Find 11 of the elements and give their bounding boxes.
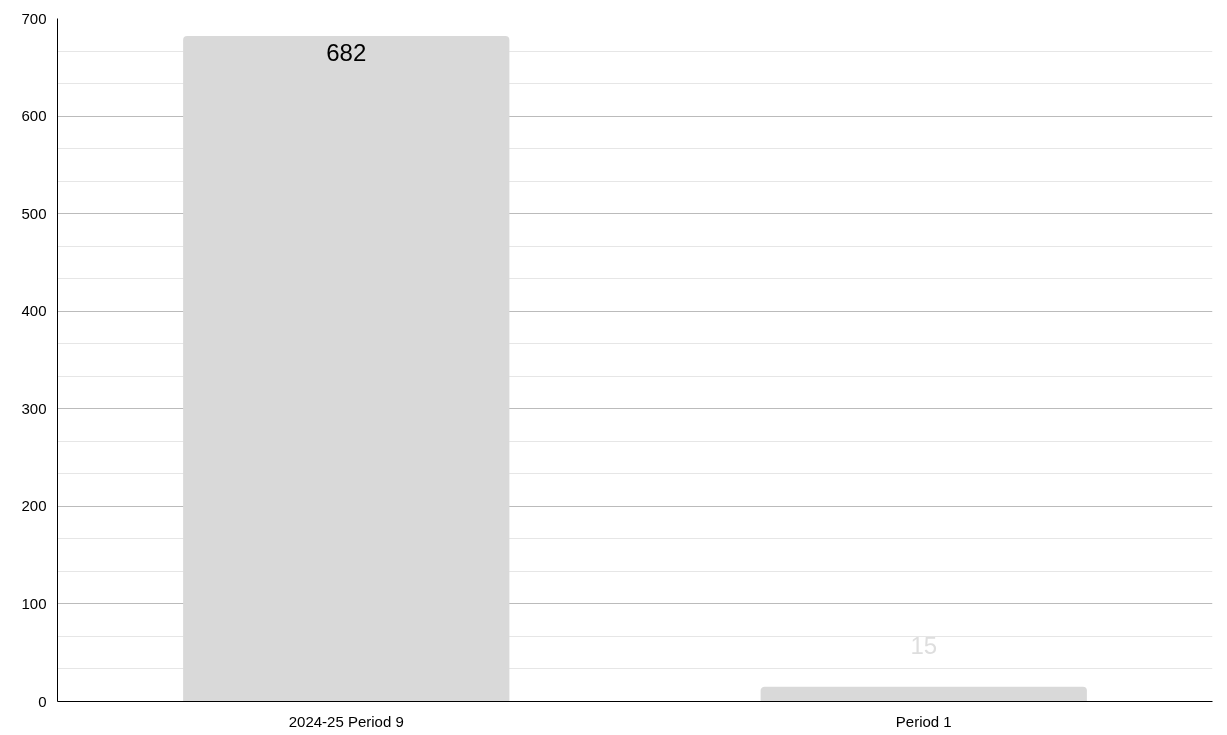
y-tick-label: 400 xyxy=(21,302,47,320)
y-tick-label: 500 xyxy=(21,204,47,222)
y-tick-label: 300 xyxy=(21,399,47,417)
x-tick-label: Period 1 xyxy=(895,712,952,730)
y-tick-label: 600 xyxy=(21,107,47,125)
x-tick-label: 2024-25 Period 9 xyxy=(288,712,404,730)
y-tick-label: 700 xyxy=(21,9,47,27)
y-tick-label: 100 xyxy=(21,594,47,612)
data-label: 682 xyxy=(326,39,367,67)
y-tick-label: 200 xyxy=(21,497,47,515)
y-tick-label: 0 xyxy=(38,692,47,710)
